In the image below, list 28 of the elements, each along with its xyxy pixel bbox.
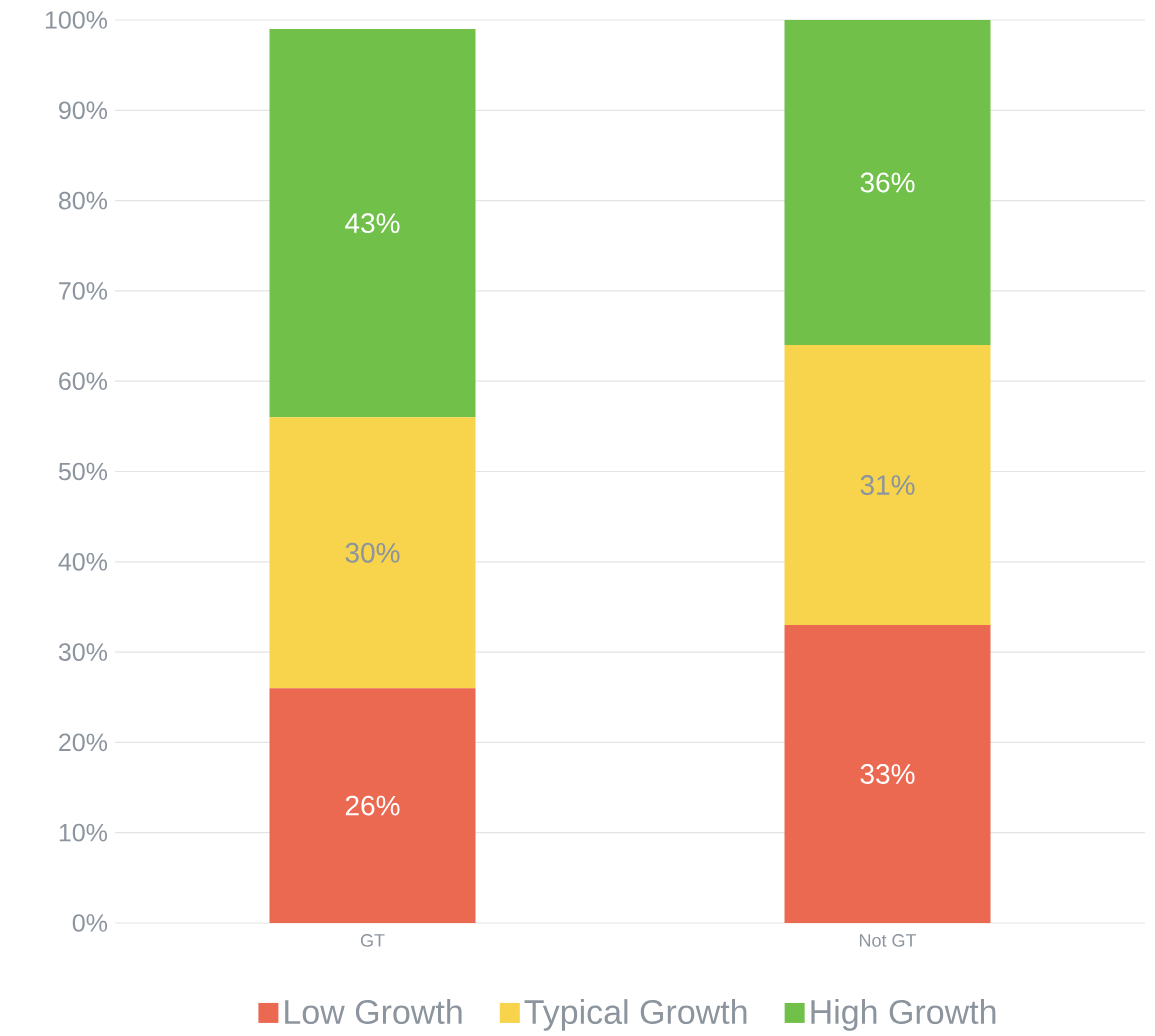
y-tick-label: 90% bbox=[59, 101, 108, 120]
data-label: 31% bbox=[860, 475, 915, 495]
y-tick-label: 70% bbox=[59, 282, 108, 300]
bar bbox=[784, 625, 991, 923]
x-tick-label: Not GT bbox=[859, 934, 917, 947]
bar bbox=[269, 417, 476, 689]
y-tick-label: 10% bbox=[59, 823, 108, 842]
data-label: 30% bbox=[345, 542, 400, 563]
y-tick-label: 30% bbox=[58, 643, 108, 661]
legend-label: Low Growth bbox=[285, 999, 462, 1025]
y-tick-label: 80% bbox=[59, 191, 108, 210]
y-tick-label: 40% bbox=[58, 552, 108, 571]
x-tick-label: GT bbox=[360, 934, 385, 947]
data-label: 36% bbox=[860, 172, 915, 193]
y-tick-label: 0% bbox=[72, 914, 108, 932]
bar bbox=[269, 29, 476, 418]
bar bbox=[784, 345, 991, 625]
data-label: 33% bbox=[860, 764, 915, 784]
legend-label: Typical Growth bbox=[524, 999, 747, 1031]
data-label: 26% bbox=[345, 795, 400, 816]
y-tick-label: 100% bbox=[45, 11, 108, 29]
y-tick-label: 60% bbox=[59, 372, 108, 391]
data-label: 43% bbox=[345, 213, 400, 234]
bar bbox=[784, 19, 991, 346]
legend-label: High Growth bbox=[811, 999, 996, 1031]
y-tick-label: 20% bbox=[59, 733, 108, 752]
bar bbox=[269, 688, 476, 923]
y-tick-label: 50% bbox=[58, 462, 108, 481]
